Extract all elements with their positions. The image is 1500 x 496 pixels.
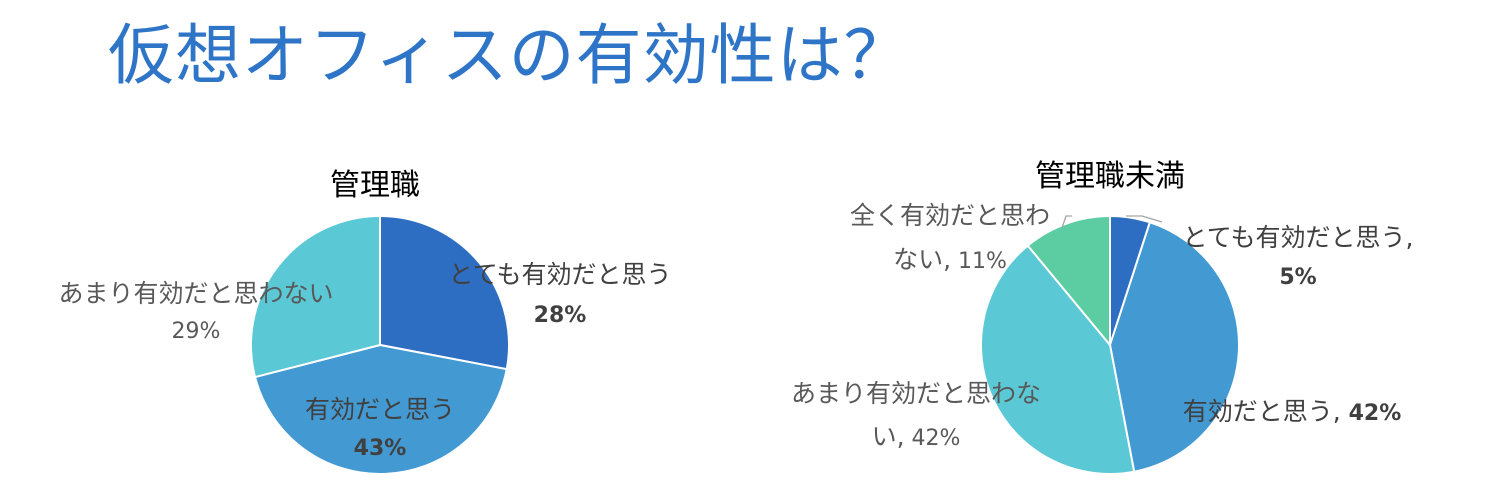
pie-slices-managers <box>250 214 510 476</box>
slice-value-not-at-all-effective: 11% <box>958 249 1007 274</box>
pie-slice-managers-2 <box>250 214 381 379</box>
slice-value-very-effective-2: 5% <box>1279 265 1316 290</box>
pie-slice-non-managers-1 <box>1108 221 1241 473</box>
slice-label-not-at-all-effective-line2: ない, 11% <box>893 245 1007 274</box>
slice-label-not-at-all-effective-space <box>951 249 958 274</box>
slice-label-effective-2: 有効だと思う, 42% <box>1183 397 1402 426</box>
slice-value-very-effective: 28% <box>534 303 587 328</box>
pie-slice-managers-0 <box>379 214 510 371</box>
pie-slice-non-managers-3 <box>1026 214 1111 348</box>
slice-label-not-at-all-effective: 全く有効だと思わ <box>850 201 1050 230</box>
page-title: 仮想オフィスの有効性は？ <box>108 17 911 94</box>
slice-label-not-very-effective: あまり有効だと思わない <box>58 279 333 308</box>
slice-label-not-very-effective-2-line2-text: い, <box>872 422 905 451</box>
chart-managers: 管理職 とても有効だと思う 28% 有効だと思う 43% あまり有効だと思わない… <box>58 168 672 476</box>
slice-value-not-very-effective: 29% <box>172 319 221 344</box>
slice-label-not-very-effective-2-line2: い, 42% <box>872 422 961 451</box>
slice-label-effective-2-text: 有効だと思う, <box>1183 397 1341 426</box>
slice-label-very-effective-2: とても有効だと思う, <box>1183 223 1414 252</box>
chart-non-managers: 管理職未満 とても有効だと思う, 5% 有効だと思う, 42% あまり有効だと思… <box>791 159 1414 475</box>
pie-slices-non-managers <box>979 214 1241 475</box>
slice-label-not-very-effective-2: あまり有効だと思わな <box>791 379 1041 408</box>
leader-line-not-at-all-effective <box>1061 215 1072 229</box>
slice-label-very-effective: とても有効だと思う <box>448 260 671 289</box>
slice-value-not-very-effective-2: 42% <box>912 426 961 451</box>
chart-title-managers: 管理職 <box>330 168 420 203</box>
slice-label-not-very-effective-2-space <box>905 426 912 451</box>
slice-label-not-at-all-effective-line2-text: ない, <box>893 245 951 274</box>
slice-label-effective: 有効だと思う <box>305 395 455 424</box>
pie-slice-managers-1 <box>253 343 508 476</box>
chart-title-non-managers: 管理職未満 <box>1035 159 1185 194</box>
leader-line-very-effective <box>1126 215 1163 223</box>
pie-slice-non-managers-2 <box>979 244 1136 475</box>
slice-value-effective-2: 42% <box>1349 401 1402 426</box>
slice-value-effective: 43% <box>354 436 407 461</box>
slice-label-effective-2-space <box>1341 397 1349 426</box>
